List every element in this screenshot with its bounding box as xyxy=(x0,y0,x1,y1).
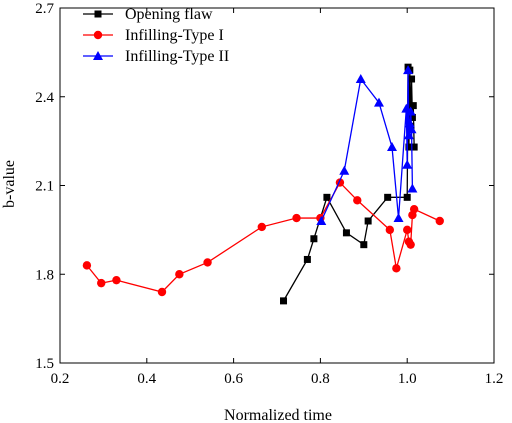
data-point xyxy=(402,159,413,169)
data-point xyxy=(303,255,311,263)
data-point xyxy=(364,217,372,225)
data-point xyxy=(82,261,92,270)
legend-item: Infilling-Type I xyxy=(83,27,224,44)
data-point xyxy=(342,229,350,237)
data-point xyxy=(385,225,395,235)
data-point xyxy=(339,165,350,175)
data-point xyxy=(404,118,415,128)
data-point xyxy=(406,124,417,134)
data-point xyxy=(257,222,267,232)
data-point xyxy=(175,270,184,279)
data-point xyxy=(410,143,418,151)
data-point xyxy=(323,193,331,201)
data-point xyxy=(408,113,416,121)
data-point xyxy=(392,264,401,273)
data-point xyxy=(112,275,121,285)
legend-marker xyxy=(93,30,103,40)
series-layer xyxy=(82,63,444,305)
data-point xyxy=(157,287,167,297)
data-point xyxy=(292,213,301,223)
data-point xyxy=(407,183,418,193)
data-point xyxy=(409,204,419,214)
x-tick-label: 0.4 xyxy=(137,371,156,387)
y-tick-label: 2.1 xyxy=(35,179,54,195)
data-point xyxy=(409,102,417,110)
data-point xyxy=(403,225,412,235)
data-point xyxy=(280,297,288,305)
x-tick-label: 0.6 xyxy=(224,371,243,387)
legend: Opening flaw Infilling-Type I Infilling-Ty… xyxy=(83,6,229,65)
y-tick-label: 2.4 xyxy=(35,90,54,106)
data-point xyxy=(408,75,416,83)
legend-marker xyxy=(94,10,102,18)
data-point xyxy=(353,196,362,205)
data-point xyxy=(360,241,368,249)
legend-item: Opening flaw xyxy=(83,6,213,23)
x-tick-label: 0.8 xyxy=(311,371,330,387)
data-point xyxy=(435,216,444,226)
data-point xyxy=(387,142,398,152)
data-point xyxy=(403,193,411,201)
x-tick-label: 0.2 xyxy=(51,371,70,387)
series-line xyxy=(320,70,414,222)
y-tick-label: 2.7 xyxy=(35,1,54,17)
x-axis-label: Normalized time xyxy=(224,407,332,423)
series-2 xyxy=(316,65,418,225)
data-point xyxy=(316,216,327,225)
data-point xyxy=(373,97,384,107)
legend-label: Infilling-Type I xyxy=(125,27,224,44)
series-1 xyxy=(82,178,444,297)
data-point xyxy=(355,74,366,83)
data-point xyxy=(403,65,414,75)
ticks: 0.2 0.4 0.6 0.8 1.0 1.2 1.5 1.8 2.1 2.4 2.7 xyxy=(35,1,503,387)
data-point xyxy=(97,278,106,288)
y-tick-label: 1.8 xyxy=(35,267,54,283)
y-tick-label: 1.5 xyxy=(35,356,54,372)
data-point xyxy=(405,143,413,151)
legend-item: Infilling-Type II xyxy=(83,48,229,65)
data-point xyxy=(384,193,392,201)
x-tick-label: 1.0 xyxy=(398,371,417,387)
data-point xyxy=(393,213,404,223)
data-point xyxy=(203,258,212,267)
data-point xyxy=(405,106,416,116)
data-point xyxy=(310,235,318,243)
legend-marker xyxy=(93,51,103,60)
data-point xyxy=(403,130,414,140)
y-axis-label: b-value xyxy=(1,160,18,208)
series-0 xyxy=(280,63,418,305)
legend-label: Opening flaw xyxy=(125,6,213,23)
legend-label: Infilling-Type II xyxy=(125,48,229,65)
data-point xyxy=(406,240,415,249)
x-tick-label: 1.2 xyxy=(485,371,504,387)
